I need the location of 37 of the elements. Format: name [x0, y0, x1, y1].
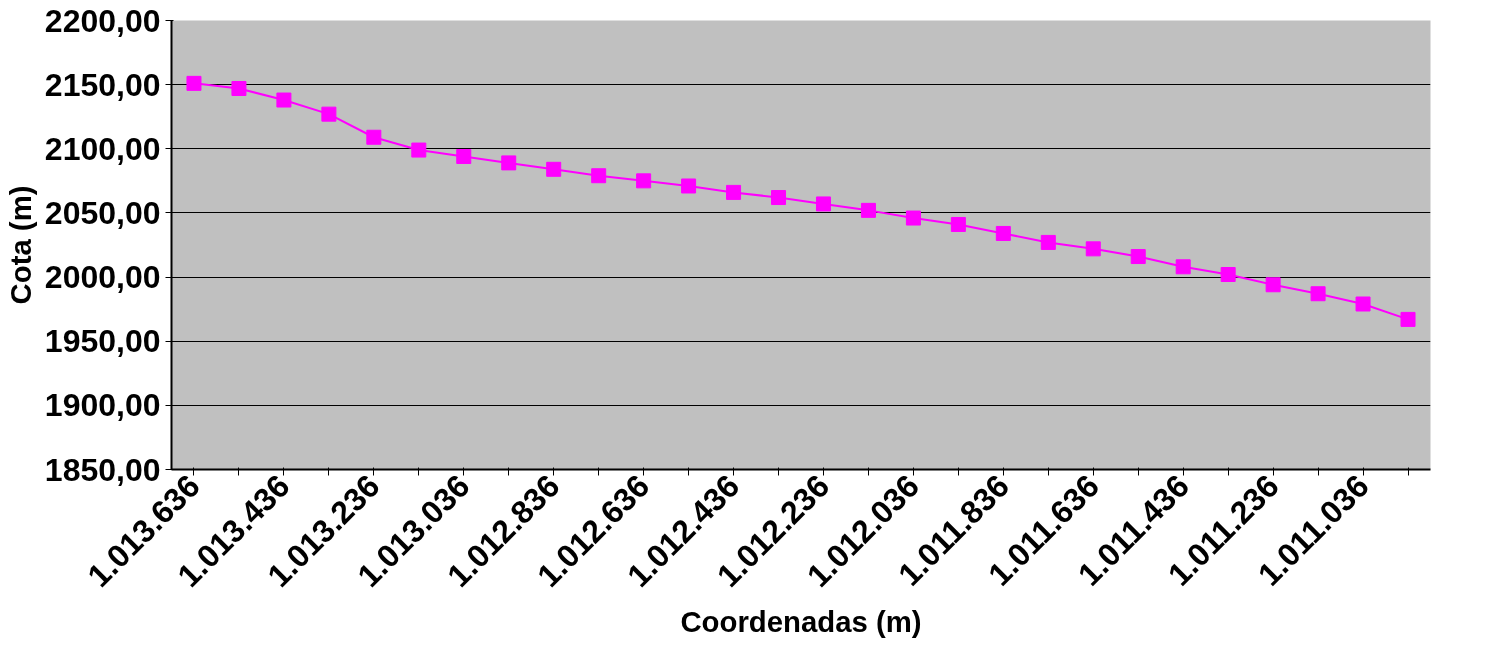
y-tick-label: 1900,00: [44, 387, 161, 424]
point: [1220, 267, 1236, 283]
point: [1355, 296, 1371, 312]
point: [1175, 259, 1191, 275]
y-tick-label: 2200,00: [44, 2, 161, 39]
point: [681, 178, 697, 194]
point: [771, 190, 787, 206]
point: [636, 173, 652, 189]
y-tick-label: 2150,00: [44, 66, 161, 103]
point: [1400, 311, 1416, 327]
point: [276, 92, 292, 108]
point: [995, 225, 1011, 241]
y-tick-label: 2100,00: [44, 130, 161, 167]
point: [1130, 249, 1146, 265]
point: [321, 106, 337, 122]
point: [231, 80, 247, 96]
point: [366, 129, 382, 145]
point: [546, 161, 562, 177]
point: [815, 196, 831, 212]
point: [860, 202, 876, 218]
point: [1310, 286, 1326, 302]
y-axis-title: Cota (m): [3, 185, 37, 305]
point: [411, 142, 427, 158]
point: [186, 75, 202, 91]
point: [456, 148, 472, 164]
y-tick-label: 1950,00: [44, 323, 161, 360]
point: [1040, 234, 1056, 250]
point: [1265, 277, 1281, 293]
point: [1085, 241, 1101, 257]
y-tick-label: 2000,00: [44, 259, 161, 296]
point: [905, 210, 921, 226]
point: [501, 155, 517, 171]
point: [950, 216, 966, 232]
point: [726, 184, 742, 200]
point: [591, 168, 607, 184]
x-axis-title: Coordenadas (m): [680, 604, 922, 638]
y-tick-label: 2050,00: [44, 194, 161, 231]
